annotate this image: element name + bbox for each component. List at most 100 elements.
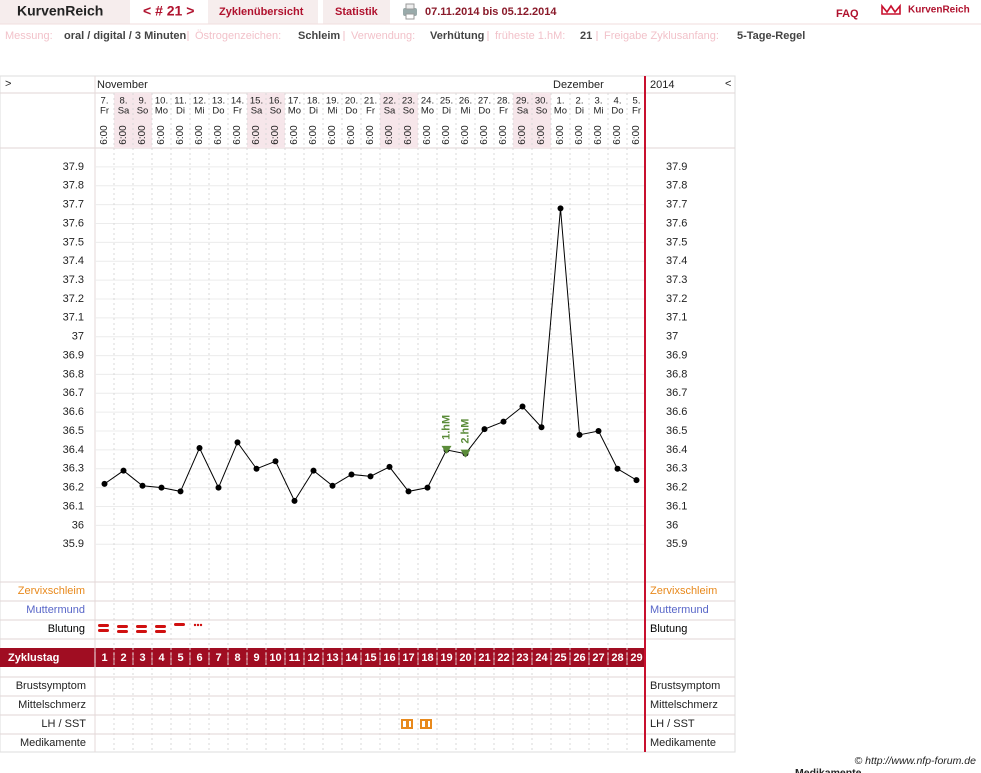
day-number: 4. [614, 96, 622, 107]
tab-box[interactable] [323, 0, 390, 24]
time-label: 6:00 [365, 125, 376, 145]
time-label: 6:00 [99, 125, 110, 145]
y-tick-label-right: 36.1 [666, 500, 687, 512]
tab[interactable]: Zyklenübersicht [219, 6, 304, 18]
weekend-shade [266, 93, 285, 148]
weekday: Fr [100, 106, 109, 117]
day-number: 30. [535, 96, 548, 107]
cycle-day-number: 4 [158, 652, 165, 664]
day-number: 29. [516, 96, 529, 107]
cycle-day-number: 23 [516, 652, 528, 664]
row-label: Brustsymptom [16, 680, 86, 692]
y-tick-label: 36.3 [63, 463, 84, 475]
weekend-shade [247, 93, 266, 148]
cycle-day-number: 8 [234, 652, 240, 664]
time-label: 6:00 [460, 125, 471, 145]
y-tick-label: 37.3 [63, 274, 84, 286]
cycle-day-number: 9 [253, 652, 259, 664]
temperature-point [139, 482, 146, 489]
y-tick-label: 37.5 [63, 236, 84, 248]
day-number: 5. [633, 96, 641, 107]
cycle-day-number: 21 [478, 652, 490, 664]
day-number: 20. [345, 96, 358, 107]
day-number: 13. [212, 96, 225, 107]
weekday: Mi [194, 106, 204, 117]
faq-link[interactable]: FAQ [836, 8, 859, 20]
brand: KurvenReich [17, 3, 103, 19]
y-tick-label-right: 37.3 [666, 274, 687, 286]
weekday: Mi [460, 106, 470, 117]
y-tick-label: 36 [72, 519, 84, 531]
time-label: 6:00 [631, 125, 642, 145]
y-tick-label-right: 36.6 [666, 406, 687, 418]
day-number: 21. [364, 96, 377, 107]
time-label: 6:00 [384, 125, 395, 145]
cycle-day-number: 26 [573, 652, 585, 664]
tab-box[interactable] [208, 0, 318, 24]
day-number: 2. [576, 96, 584, 107]
y-tick-label: 36.1 [63, 500, 84, 512]
weekday: So [536, 106, 548, 117]
time-label: 6:00 [308, 125, 319, 145]
temperature-point [519, 403, 526, 410]
weekday: So [270, 106, 282, 117]
y-tick-label-right: 37.4 [666, 255, 687, 267]
day-number: 15. [250, 96, 263, 107]
month-label: Dezember [553, 79, 604, 91]
time-label: 6:00 [479, 125, 490, 145]
nav-arrow[interactable]: < [725, 78, 731, 90]
cycle-end-line [644, 76, 646, 752]
day-number: 23. [402, 96, 415, 107]
day-number: 7. [101, 96, 109, 107]
weekday: Do [478, 106, 490, 117]
day-number: 25. [440, 96, 453, 107]
cycle-nav[interactable]: < # 21 > [143, 3, 194, 19]
weekend-shade [133, 93, 152, 148]
nav-arrow[interactable]: > [5, 78, 11, 90]
cutoff-text: Medikamente [795, 767, 862, 773]
time-label: 6:00 [194, 125, 205, 145]
printer-icon[interactable] [403, 3, 417, 20]
y-tick-label: 37.7 [63, 199, 84, 211]
weekend-shade [380, 93, 399, 148]
weekday: Di [176, 106, 185, 117]
cycle-day-number: 15 [364, 652, 376, 664]
day-number: 24. [421, 96, 434, 107]
day-number: 28. [497, 96, 510, 107]
cycle-day-number: 11 [289, 652, 301, 664]
row-label-right: Brustsymptom [650, 680, 720, 692]
row-label-right: Mittelschmerz [650, 699, 718, 711]
time-label: 6:00 [593, 125, 604, 145]
bleeding-symbols [98, 623, 203, 633]
y-tick-label: 37.6 [63, 217, 84, 229]
weekend-shade [513, 93, 532, 148]
temperature-point [500, 418, 507, 425]
row-label-right: Zervixschleim [650, 585, 717, 597]
cycle-day-number: 13 [326, 652, 338, 664]
row-label: Mittelschmerz [18, 699, 86, 711]
cycle-day-number: 20 [459, 652, 471, 664]
month-label: November [97, 79, 148, 91]
y-tick-label: 36.2 [63, 482, 84, 494]
temperature-point [310, 467, 317, 474]
y-tick-label-right: 37.7 [666, 199, 687, 211]
weekday: Fr [366, 106, 375, 117]
y-tick-label-right: 36 [666, 519, 678, 531]
day-number: 22. [383, 96, 396, 107]
weekday: Mo [421, 106, 434, 117]
cycle-day-number: 6 [196, 652, 202, 664]
y-tick-label: 37.1 [63, 312, 84, 324]
y-tick-label: 36.9 [63, 349, 84, 361]
time-label: 6:00 [612, 125, 623, 145]
weekday: Di [575, 106, 584, 117]
time-label: 6:00 [137, 125, 148, 145]
y-tick-label: 35.9 [63, 538, 84, 550]
weekday: So [403, 106, 415, 117]
temperature-point [158, 484, 165, 491]
row-label: Muttermund [26, 604, 85, 616]
cycle-day-number: 29 [630, 652, 642, 664]
y-tick-label-right: 37 [666, 331, 678, 343]
cycle-day-label: Zyklustag [8, 652, 59, 664]
tab[interactable]: Statistik [335, 6, 379, 18]
temperature-point [120, 467, 127, 474]
